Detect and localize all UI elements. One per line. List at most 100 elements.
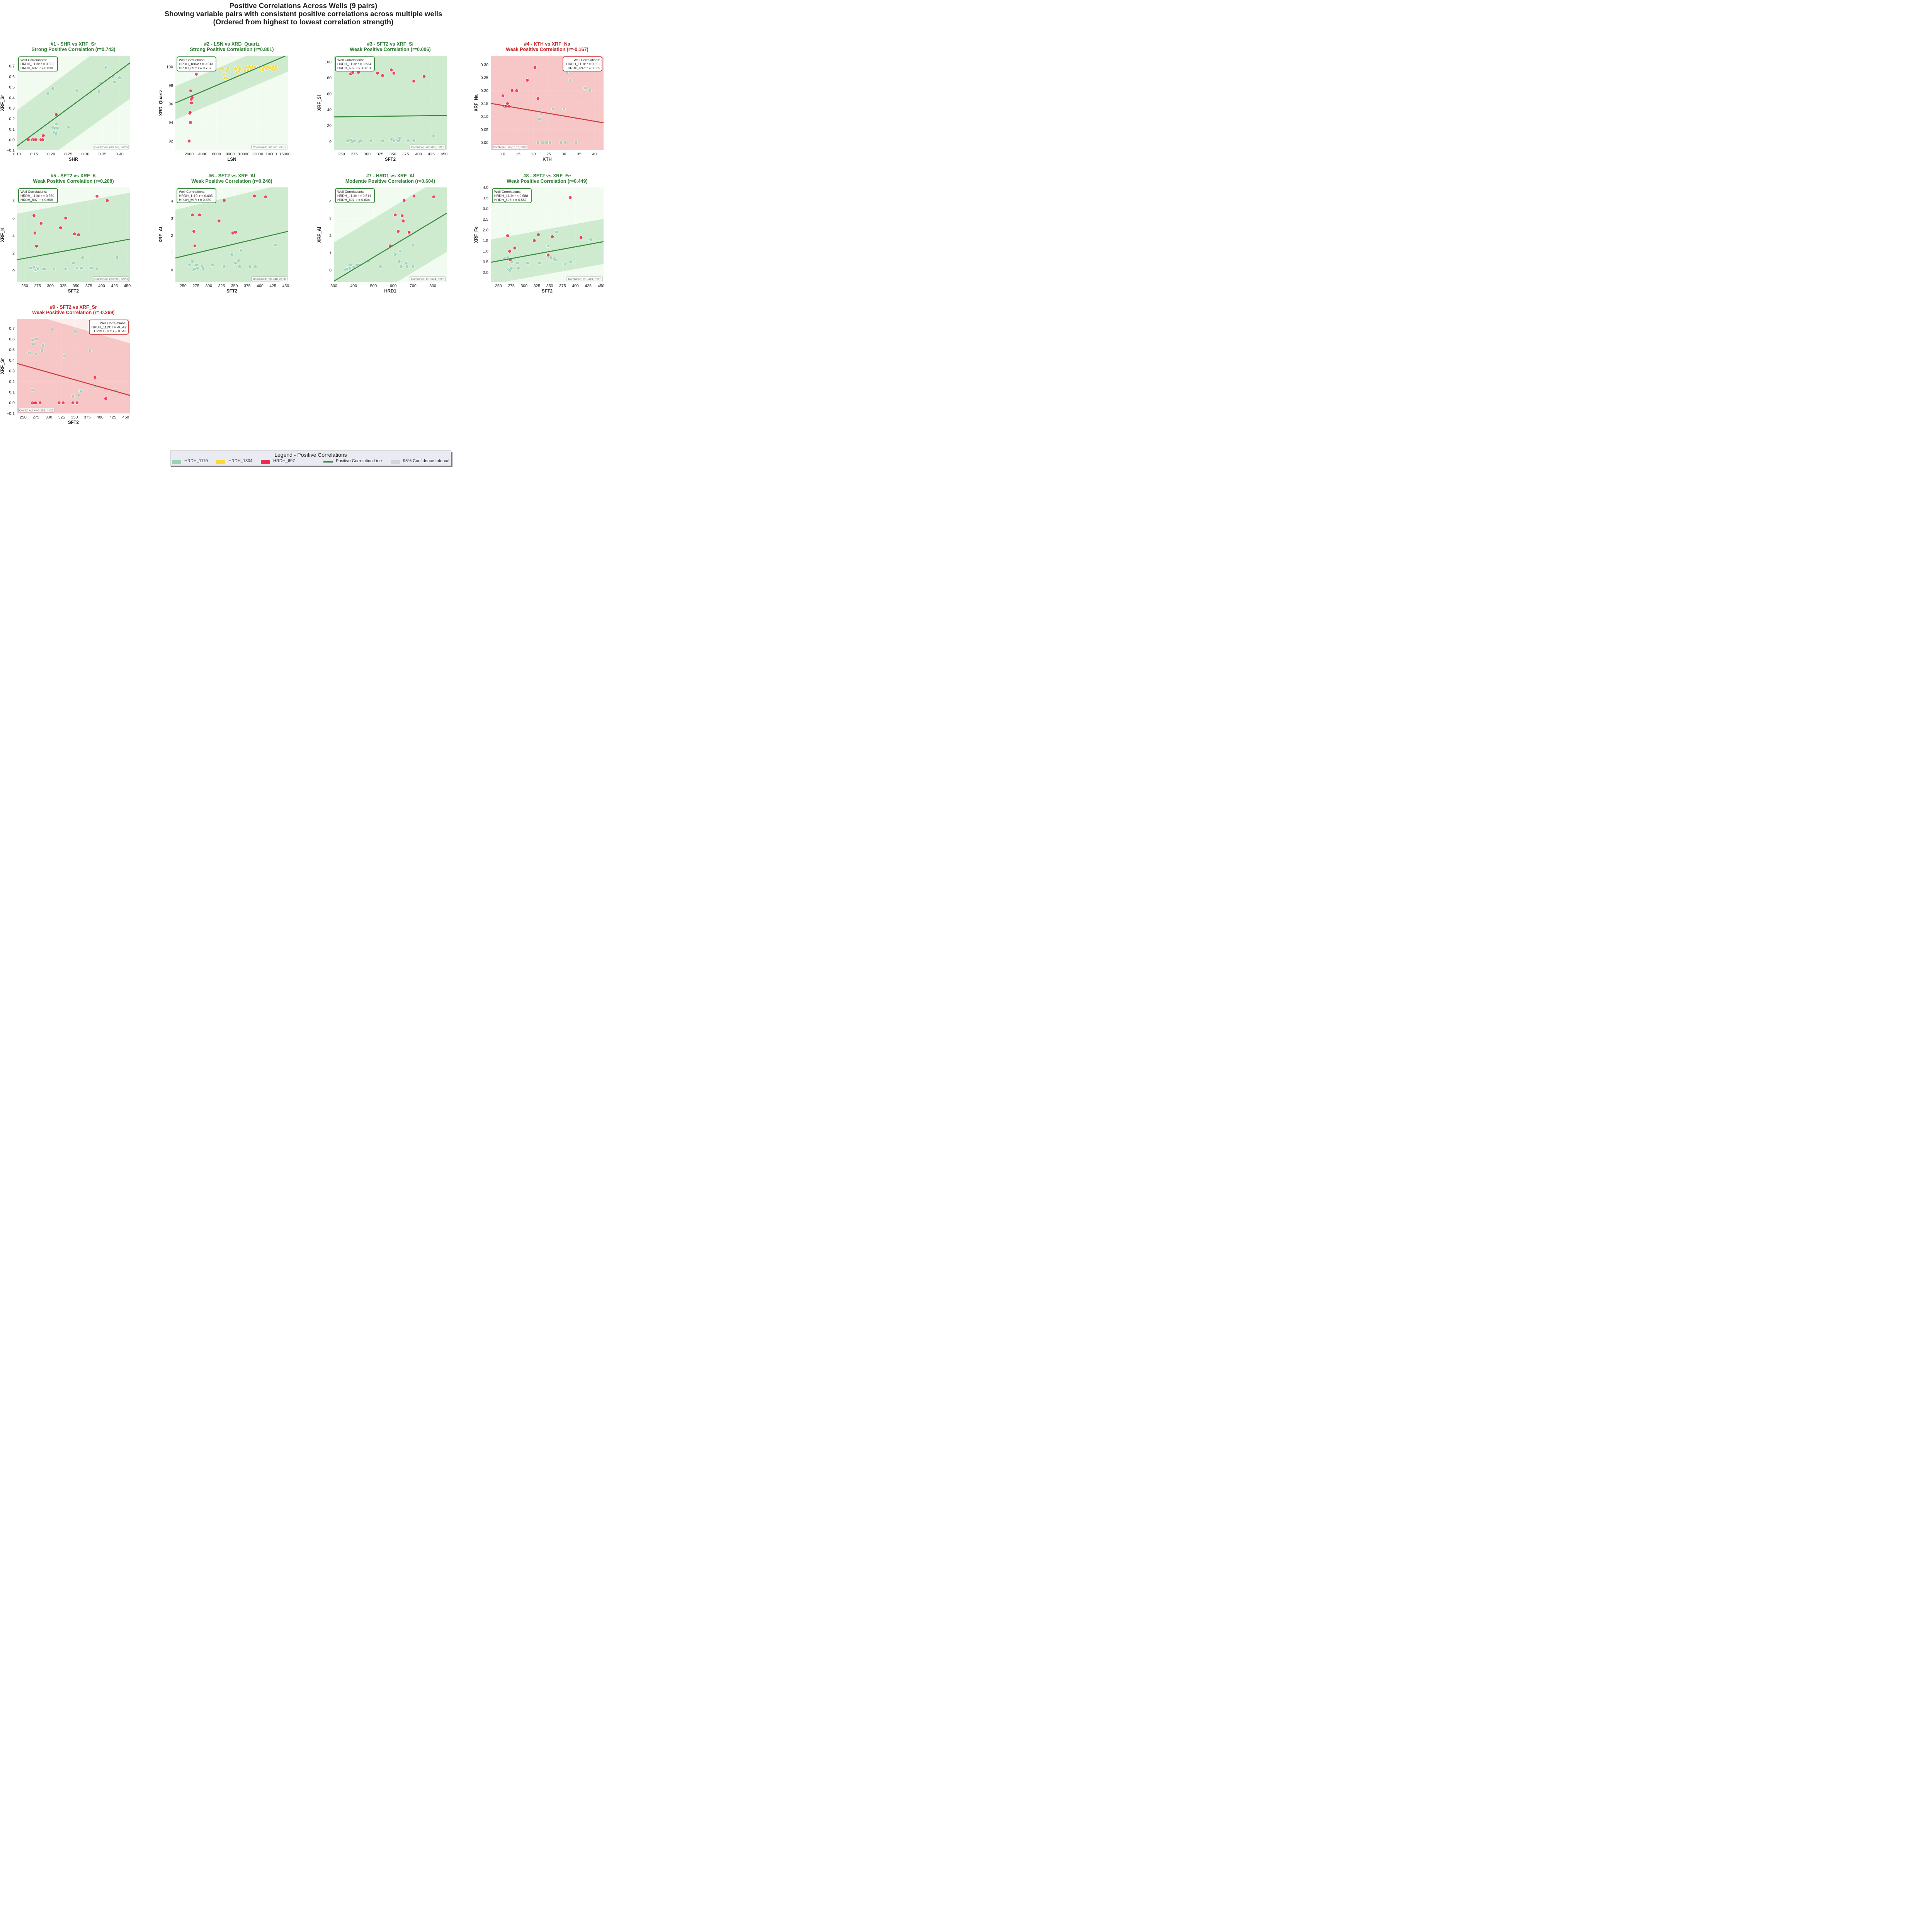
- point-hrdh-1119: [51, 86, 55, 90]
- point-hrdh-1119: [551, 107, 555, 111]
- y-tick-label: 20: [327, 124, 332, 128]
- x-tick-label: 275: [32, 415, 39, 420]
- well-correlation-line: HRDH_697: r = -0.613: [337, 66, 371, 70]
- x-tick-label: 0.20: [47, 152, 55, 156]
- x-tick-label: 0.10: [13, 152, 21, 156]
- point-hrdh-1119: [117, 76, 122, 80]
- point-hrdh-1119: [381, 139, 384, 143]
- well-correlation-line: HRDH_697: r = 0.543: [94, 329, 126, 333]
- combined-stats-text: Combined: r=0.801, n=51: [253, 145, 286, 149]
- well-correlation-line: HRDH_697: r = 0.830: [20, 66, 53, 70]
- title-line-3: (Ordered from highest to lowest correlat…: [213, 18, 394, 26]
- x-tick-label: 0.35: [99, 152, 107, 156]
- chart-panel-8: #8 - SFT2 vs XRF_Fe Weak Positive Correla…: [474, 171, 607, 295]
- y-axis-label: XRF_Fe: [474, 226, 479, 243]
- x-tick-label: 600: [390, 284, 397, 288]
- y-tick-label: 2: [171, 233, 173, 238]
- point-hrdh-1804: [274, 65, 278, 69]
- chart-title: #6 - SFT2 vs XRF_Al: [209, 173, 255, 179]
- regression-line: [17, 238, 130, 260]
- point-hrdh-1119: [406, 139, 410, 143]
- point-hrdh-1119: [81, 255, 85, 260]
- well-correlation-line: HRDH_697: r = 0.559: [179, 198, 211, 202]
- x-tick-label: 350: [546, 284, 553, 288]
- x-tick-label: 325: [58, 415, 65, 420]
- point-hrdh-697: [376, 71, 379, 75]
- x-tick-label: 400: [257, 284, 264, 288]
- point-hrdh-1119: [64, 267, 68, 271]
- point-hrdh-1119: [187, 263, 191, 267]
- well-correlation-line: HRDH_1119: r = 0.605: [179, 194, 213, 198]
- confidence-band: [17, 319, 130, 413]
- point-hrdh-1119: [545, 141, 549, 145]
- point-hrdh-697: [105, 199, 109, 202]
- point-hrdh-1119: [398, 249, 402, 253]
- y-tick-label: 1: [171, 251, 173, 255]
- point-hrdh-697: [222, 198, 226, 202]
- point-hrdh-697: [579, 235, 583, 240]
- point-hrdh-1119: [411, 243, 415, 247]
- x-axis-label: SHR: [69, 157, 78, 162]
- point-hrdh-1119: [77, 393, 80, 397]
- y-axis-label: XRF_K: [0, 227, 5, 242]
- chart-panel-2: #2 - LSN vs XRD_Quartz Strong Positive Co…: [159, 39, 315, 163]
- point-hrdh-1119: [398, 136, 401, 140]
- point-hrdh-1119: [210, 263, 214, 267]
- x-tick-label: 250: [21, 284, 28, 288]
- y-tick-label: 0.6: [9, 75, 15, 79]
- point-hrdh-1119: [54, 131, 58, 136]
- chart-subtitle: Moderate Positive Correlation (r=0.604): [345, 179, 435, 184]
- y-tick-label: 0.1: [9, 127, 15, 132]
- point-hrdh-697: [407, 230, 411, 234]
- point-hrdh-1119: [71, 395, 75, 398]
- point-hrdh-1119: [27, 351, 31, 355]
- combined-stats-label: Combined: r=0.248, n=28: [251, 276, 287, 281]
- point-hrdh-697: [402, 198, 406, 202]
- point-hrdh-1119: [536, 141, 540, 145]
- well-correlation-line: HRDH_697: r = 0.608: [20, 198, 53, 202]
- regression-line: [491, 241, 604, 263]
- point-hrdh-1119: [75, 88, 79, 92]
- confidence-band: [17, 56, 130, 150]
- y-tick-label: 100: [325, 60, 332, 65]
- point-hrdh-697: [93, 375, 97, 379]
- point-hrdh-1119: [112, 80, 116, 84]
- y-tick-label: 0.5: [9, 347, 15, 352]
- point-hrdh-1119: [80, 266, 83, 270]
- regression-line: [175, 231, 288, 259]
- point-hrdh-1119: [55, 126, 60, 130]
- point-hrdh-1119: [553, 258, 557, 262]
- y-tick-label: 0: [171, 268, 173, 272]
- x-tick-label: 800: [429, 284, 436, 288]
- point-hrdh-697: [401, 219, 405, 223]
- regression-line: [334, 115, 447, 117]
- well-correlations-title: Well Correlations:: [20, 58, 47, 62]
- x-tick-label: 400: [415, 152, 422, 156]
- point-hrdh-1119: [233, 261, 237, 265]
- point-hrdh-697: [54, 112, 58, 117]
- point-hrdh-1119: [104, 65, 108, 69]
- point-hrdh-1119: [73, 330, 78, 333]
- point-hrdh-1119: [569, 260, 573, 264]
- x-tick-label: 14000: [265, 152, 277, 156]
- point-hrdh-697: [233, 230, 237, 234]
- combined-stats-label: Combined: r=-0.167, n=28: [492, 145, 528, 150]
- x-tick-label: 275: [34, 284, 41, 288]
- point-hrdh-697: [61, 401, 65, 405]
- x-tick-label: 0.40: [116, 152, 124, 156]
- point-hrdh-1119: [71, 261, 75, 265]
- plot-content: [491, 187, 604, 282]
- legend-swatch: [261, 460, 270, 464]
- point-hrdh-1119: [562, 107, 566, 111]
- y-tick-label: 94: [168, 120, 173, 125]
- chart-panel-9: #9 - SFT2 vs XRF_Sr Weak Positive Correla…: [0, 303, 156, 426]
- y-tick-label: 0.1: [9, 390, 15, 395]
- point-hrdh-1119: [548, 141, 552, 145]
- point-hrdh-1119: [432, 134, 436, 138]
- y-tick-label: 98: [168, 83, 173, 88]
- x-tick-label: 300: [206, 284, 213, 288]
- legend-item-confidence-interval: 95% Confidence Interval: [391, 459, 449, 464]
- x-tick-label: 6000: [212, 152, 221, 156]
- point-hrdh-1804: [223, 76, 227, 80]
